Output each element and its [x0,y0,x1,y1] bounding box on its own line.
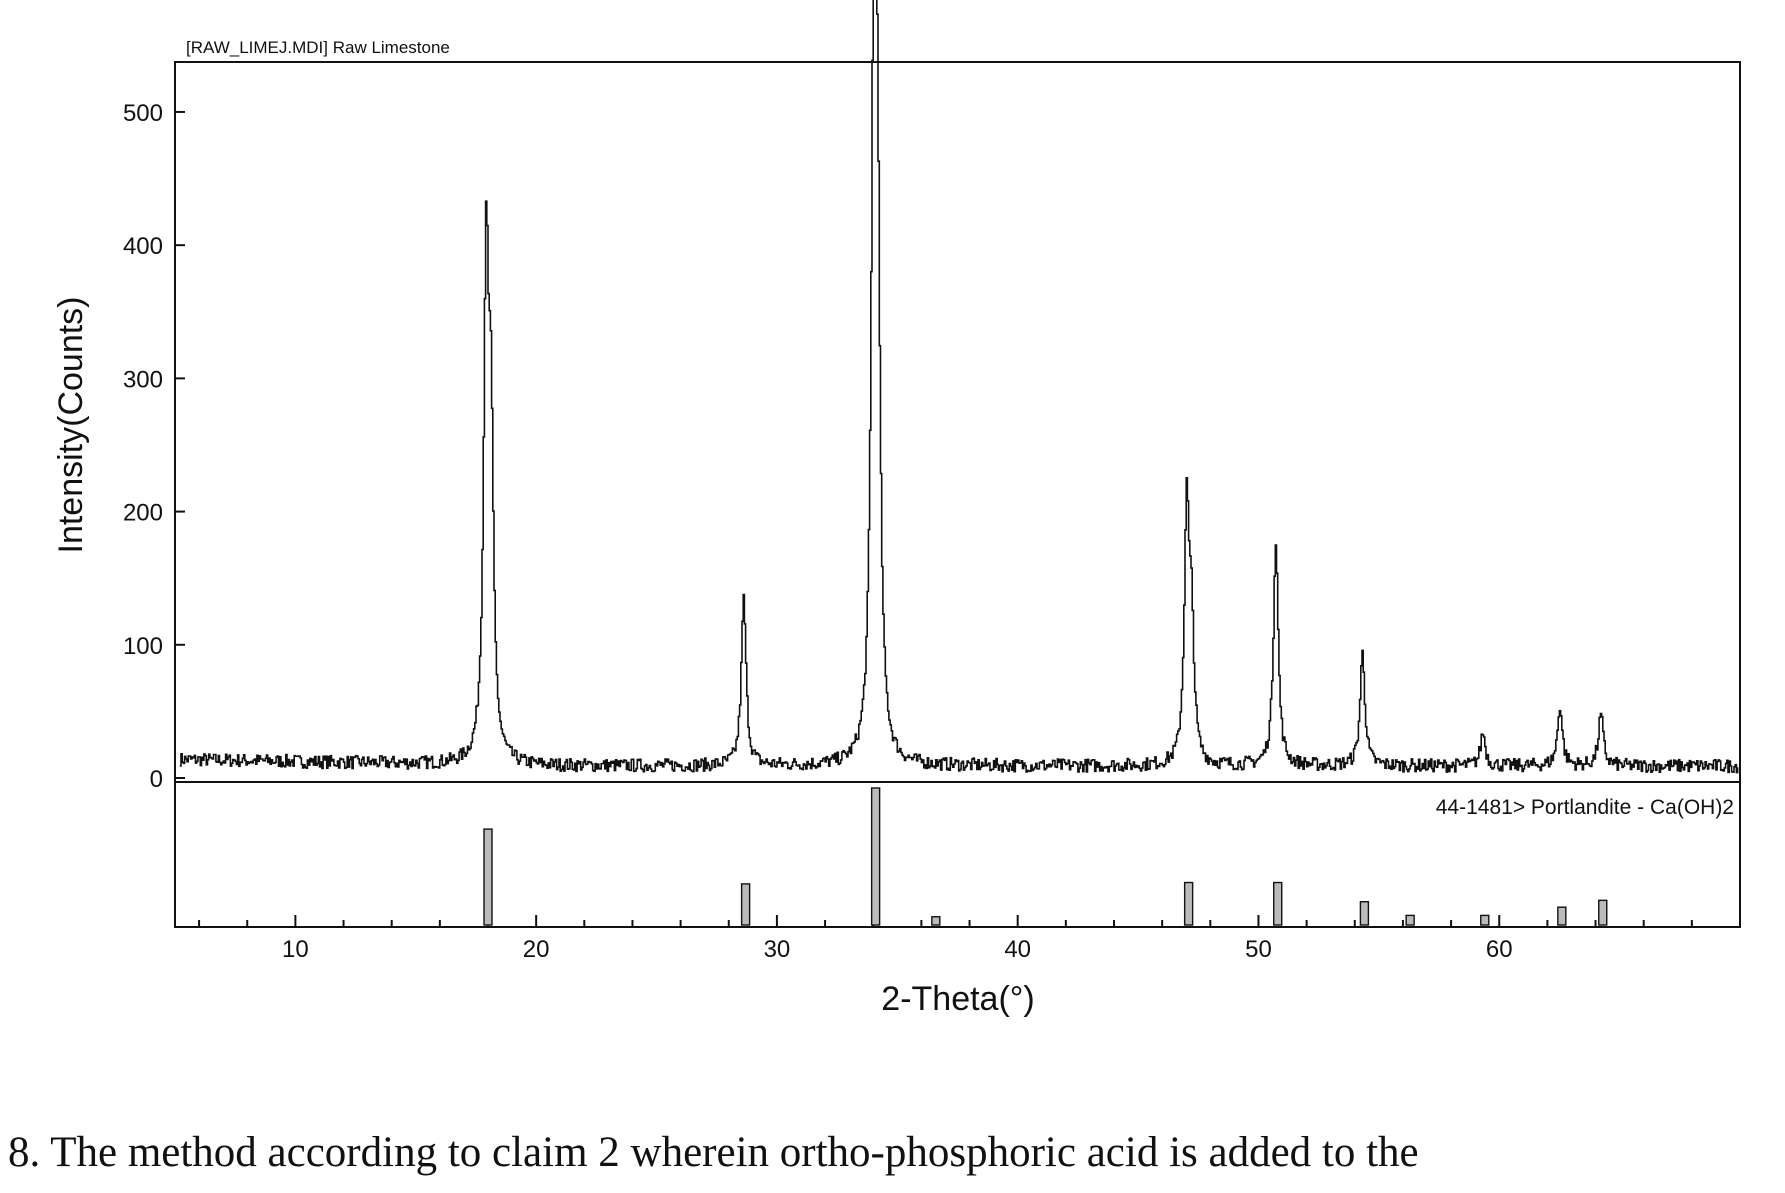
y-tick-label: 300 [123,366,163,393]
reference-stick [931,916,941,926]
x-tick-label: 50 [1245,936,1272,963]
chart-title: [RAW_LIMEJ.MDI] Raw Limestone [186,38,450,57]
reference-stick [870,787,881,926]
reference-stick [1359,901,1370,926]
reference-stick [1405,914,1415,926]
x-tick-label: 10 [282,936,309,963]
x-tick-label: 40 [1004,936,1031,963]
x-axis: 10 20 30 40 50 60 [198,915,1741,963]
y-tick-label: 0 [150,766,163,793]
reference-label: 44-1481> Portlandite - Ca(OH)2 [1436,796,1734,819]
reference-stick [483,828,493,926]
main-plot-frame [174,61,1741,783]
y-tick-label: 400 [123,233,163,260]
diffractogram-series [179,0,1739,774]
reference-stick [1480,914,1490,926]
diffraction-pattern-line [179,0,1739,774]
y-tick-label: 200 [123,500,163,527]
x-axis-title: 2-Theta(°) [881,980,1034,1018]
reference-stick [1557,906,1567,926]
reference-panel-frame [174,781,1741,928]
reference-stick [1273,881,1283,926]
reference-stick [740,883,751,926]
y-axis-title: Intensity(Counts) [52,297,90,554]
document-caption: 8. The method according to claim 2 where… [8,1129,1419,1176]
x-tick-label: 20 [523,936,550,963]
y-tick-label: 500 [123,100,163,127]
reference-sticks [483,787,1608,926]
x-tick-label: 30 [764,936,791,963]
reference-stick [1183,881,1194,926]
reference-stick [1598,899,1608,926]
y-tick-label: 100 [123,633,163,660]
y-axis: 0 100 200 300 400 500 [123,100,185,793]
x-tick-label: 60 [1486,936,1513,963]
